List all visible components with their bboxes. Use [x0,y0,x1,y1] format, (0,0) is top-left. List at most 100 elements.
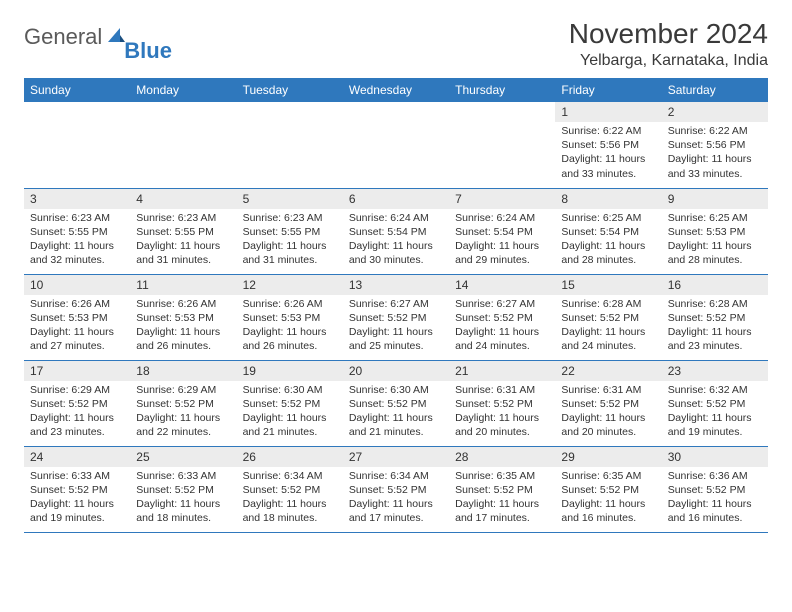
day-details: Sunrise: 6:24 AMSunset: 5:54 PMDaylight:… [449,209,555,272]
weekday-header-row: SundayMondayTuesdayWednesdayThursdayFrid… [24,78,768,102]
header: General Blue November 2024 Yelbarga, Kar… [24,18,768,70]
day-number: 26 [237,447,343,467]
weekday-header: Tuesday [237,78,343,102]
day-number: 13 [343,275,449,295]
calendar-cell: 18Sunrise: 6:29 AMSunset: 5:52 PMDayligh… [130,360,236,446]
day-number: 17 [24,361,130,381]
day-number: 23 [662,361,768,381]
calendar-cell: 29Sunrise: 6:35 AMSunset: 5:52 PMDayligh… [555,446,661,532]
day-details: Sunrise: 6:35 AMSunset: 5:52 PMDaylight:… [555,467,661,530]
day-details: Sunrise: 6:30 AMSunset: 5:52 PMDaylight:… [343,381,449,444]
calendar-table: SundayMondayTuesdayWednesdayThursdayFrid… [24,78,768,533]
day-number: 5 [237,189,343,209]
day-details: Sunrise: 6:31 AMSunset: 5:52 PMDaylight:… [449,381,555,444]
day-details: Sunrise: 6:25 AMSunset: 5:53 PMDaylight:… [662,209,768,272]
day-number: 28 [449,447,555,467]
calendar-cell: 22Sunrise: 6:31 AMSunset: 5:52 PMDayligh… [555,360,661,446]
day-number: 20 [343,361,449,381]
weekday-header: Wednesday [343,78,449,102]
day-number: 12 [237,275,343,295]
day-number: 29 [555,447,661,467]
calendar-cell: 9Sunrise: 6:25 AMSunset: 5:53 PMDaylight… [662,188,768,274]
day-number: 10 [24,275,130,295]
day-number: 25 [130,447,236,467]
brand-text-1: General [24,24,102,50]
calendar-cell: 19Sunrise: 6:30 AMSunset: 5:52 PMDayligh… [237,360,343,446]
day-details: Sunrise: 6:26 AMSunset: 5:53 PMDaylight:… [24,295,130,358]
day-details: Sunrise: 6:22 AMSunset: 5:56 PMDaylight:… [555,122,661,185]
calendar-cell-empty [449,102,555,188]
day-details: Sunrise: 6:28 AMSunset: 5:52 PMDaylight:… [662,295,768,358]
calendar-cell: 21Sunrise: 6:31 AMSunset: 5:52 PMDayligh… [449,360,555,446]
day-details: Sunrise: 6:33 AMSunset: 5:52 PMDaylight:… [24,467,130,530]
day-details: Sunrise: 6:26 AMSunset: 5:53 PMDaylight:… [237,295,343,358]
calendar-cell: 28Sunrise: 6:35 AMSunset: 5:52 PMDayligh… [449,446,555,532]
calendar-cell: 27Sunrise: 6:34 AMSunset: 5:52 PMDayligh… [343,446,449,532]
day-details: Sunrise: 6:22 AMSunset: 5:56 PMDaylight:… [662,122,768,185]
calendar-row: 17Sunrise: 6:29 AMSunset: 5:52 PMDayligh… [24,360,768,446]
day-details: Sunrise: 6:23 AMSunset: 5:55 PMDaylight:… [24,209,130,272]
brand-text-2: Blue [124,38,172,64]
calendar-cell: 8Sunrise: 6:25 AMSunset: 5:54 PMDaylight… [555,188,661,274]
day-details: Sunrise: 6:27 AMSunset: 5:52 PMDaylight:… [449,295,555,358]
day-details: Sunrise: 6:30 AMSunset: 5:52 PMDaylight:… [237,381,343,444]
weekday-header: Friday [555,78,661,102]
calendar-cell: 20Sunrise: 6:30 AMSunset: 5:52 PMDayligh… [343,360,449,446]
calendar-cell: 10Sunrise: 6:26 AMSunset: 5:53 PMDayligh… [24,274,130,360]
calendar-cell: 30Sunrise: 6:36 AMSunset: 5:52 PMDayligh… [662,446,768,532]
calendar-cell: 15Sunrise: 6:28 AMSunset: 5:52 PMDayligh… [555,274,661,360]
day-number: 19 [237,361,343,381]
title-block: November 2024 Yelbarga, Karnataka, India [569,18,768,70]
day-number: 21 [449,361,555,381]
day-number: 30 [662,447,768,467]
calendar-cell: 13Sunrise: 6:27 AMSunset: 5:52 PMDayligh… [343,274,449,360]
weekday-header: Monday [130,78,236,102]
day-number: 4 [130,189,236,209]
day-details: Sunrise: 6:28 AMSunset: 5:52 PMDaylight:… [555,295,661,358]
calendar-cell: 23Sunrise: 6:32 AMSunset: 5:52 PMDayligh… [662,360,768,446]
day-details: Sunrise: 6:34 AMSunset: 5:52 PMDaylight:… [237,467,343,530]
calendar-row: 24Sunrise: 6:33 AMSunset: 5:52 PMDayligh… [24,446,768,532]
calendar-cell-empty [343,102,449,188]
day-details: Sunrise: 6:29 AMSunset: 5:52 PMDaylight:… [130,381,236,444]
calendar-cell: 16Sunrise: 6:28 AMSunset: 5:52 PMDayligh… [662,274,768,360]
day-number: 18 [130,361,236,381]
calendar-cell: 17Sunrise: 6:29 AMSunset: 5:52 PMDayligh… [24,360,130,446]
day-number: 14 [449,275,555,295]
day-details: Sunrise: 6:36 AMSunset: 5:52 PMDaylight:… [662,467,768,530]
day-number: 11 [130,275,236,295]
calendar-cell: 5Sunrise: 6:23 AMSunset: 5:55 PMDaylight… [237,188,343,274]
day-details: Sunrise: 6:35 AMSunset: 5:52 PMDaylight:… [449,467,555,530]
day-details: Sunrise: 6:25 AMSunset: 5:54 PMDaylight:… [555,209,661,272]
day-number: 8 [555,189,661,209]
day-number: 15 [555,275,661,295]
calendar-cell: 14Sunrise: 6:27 AMSunset: 5:52 PMDayligh… [449,274,555,360]
day-details: Sunrise: 6:33 AMSunset: 5:52 PMDaylight:… [130,467,236,530]
day-details: Sunrise: 6:32 AMSunset: 5:52 PMDaylight:… [662,381,768,444]
day-details: Sunrise: 6:26 AMSunset: 5:53 PMDaylight:… [130,295,236,358]
calendar-cell: 12Sunrise: 6:26 AMSunset: 5:53 PMDayligh… [237,274,343,360]
month-title: November 2024 [569,18,768,50]
sail-icon [106,25,126,50]
calendar-cell: 24Sunrise: 6:33 AMSunset: 5:52 PMDayligh… [24,446,130,532]
weekday-header: Thursday [449,78,555,102]
day-details: Sunrise: 6:29 AMSunset: 5:52 PMDaylight:… [24,381,130,444]
day-details: Sunrise: 6:34 AMSunset: 5:52 PMDaylight:… [343,467,449,530]
day-number: 9 [662,189,768,209]
day-number: 6 [343,189,449,209]
calendar-row: 10Sunrise: 6:26 AMSunset: 5:53 PMDayligh… [24,274,768,360]
calendar-cell: 1Sunrise: 6:22 AMSunset: 5:56 PMDaylight… [555,102,661,188]
day-number: 27 [343,447,449,467]
day-number: 7 [449,189,555,209]
calendar-row: 1Sunrise: 6:22 AMSunset: 5:56 PMDaylight… [24,102,768,188]
calendar-cell: 11Sunrise: 6:26 AMSunset: 5:53 PMDayligh… [130,274,236,360]
day-number: 24 [24,447,130,467]
day-details: Sunrise: 6:27 AMSunset: 5:52 PMDaylight:… [343,295,449,358]
day-details: Sunrise: 6:24 AMSunset: 5:54 PMDaylight:… [343,209,449,272]
calendar-cell-empty [24,102,130,188]
location: Yelbarga, Karnataka, India [569,52,768,70]
calendar-body: 1Sunrise: 6:22 AMSunset: 5:56 PMDaylight… [24,102,768,532]
day-details: Sunrise: 6:31 AMSunset: 5:52 PMDaylight:… [555,381,661,444]
calendar-cell: 25Sunrise: 6:33 AMSunset: 5:52 PMDayligh… [130,446,236,532]
day-number: 16 [662,275,768,295]
